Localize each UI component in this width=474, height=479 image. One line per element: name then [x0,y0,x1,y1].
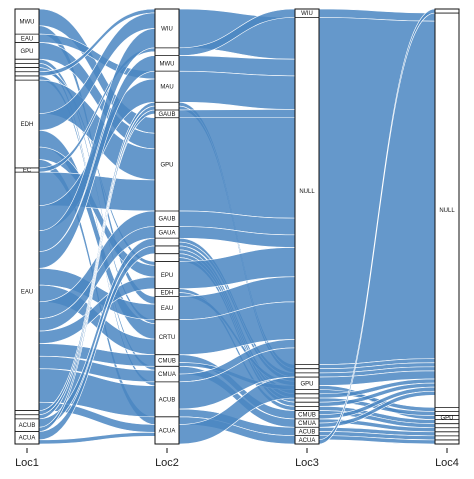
node-label: CMUA [298,421,316,427]
stage-column-loc3: WIU NULL GPU CMUB CMUA ACUB ACUA [294,8,320,445]
stage-column-loc4: NULL GPU [434,8,460,445]
node-label: ACUA [19,436,36,442]
node-label: NULL [439,208,455,214]
node-label: ACUB [299,429,316,435]
flow-band [178,70,296,110]
node-label: ACUB [19,423,36,429]
node-label: CRTU [159,335,176,341]
node-label: MAU [160,85,173,91]
node-label: ACUA [299,438,316,444]
node-label: GPU [440,416,453,422]
node-label: CMUB [158,358,176,364]
node-label: EAU [161,306,173,312]
axis-label-loc2: Loc2 [155,457,179,469]
node-label: EAU [21,36,33,42]
flow-band [178,109,296,119]
axis-label-loc3: Loc3 [295,457,319,469]
node-label: EDH [21,122,34,128]
axis-label-loc4: Loc4 [435,457,459,469]
node-label: ACUB [159,397,176,403]
node-label: GAUB [158,112,175,118]
axes-layer: Loc1 Loc2 Loc3 Loc4 [15,448,459,469]
stage-box [434,8,460,445]
stage-column-loc2: WIU MWU MAU GAUB GPU GAUB GAUA EPU EDH EAU CRTU CMU… [154,8,180,445]
node-label: NULL [299,189,315,195]
node-label: GPU [160,162,173,168]
node-label: EAU [21,289,33,295]
node-label: WIU [161,26,173,32]
node-label: GAUA [158,230,175,236]
flows-layer [38,8,436,445]
node-label: WIU [301,11,313,17]
node-label: CMUA [158,372,176,378]
node-label: MWU [20,20,35,26]
flow-band [38,432,156,445]
flow-band [318,17,436,365]
stage-box [294,8,320,445]
nodes-layer: MWU EAU GPU EDH EC EAU ACUB ACUA WIU MWU MAU GAUB GP… [14,8,460,445]
flow-band [178,117,296,219]
stage-box [14,8,40,445]
node-label: GPU [20,49,33,55]
node-label: ACUA [159,428,176,434]
node-label: CMUB [298,413,316,419]
node-label: EDH [161,291,174,297]
node-label: EPU [161,273,173,279]
node-label: GAUB [158,217,175,223]
node-label: EC [23,168,32,174]
axis-label-loc1: Loc1 [15,457,39,469]
node-label: GPU [300,381,313,387]
stage-column-loc1: MWU EAU GPU EDH EC EAU ACUB ACUA [14,8,40,445]
node-label: MWU [160,61,175,67]
